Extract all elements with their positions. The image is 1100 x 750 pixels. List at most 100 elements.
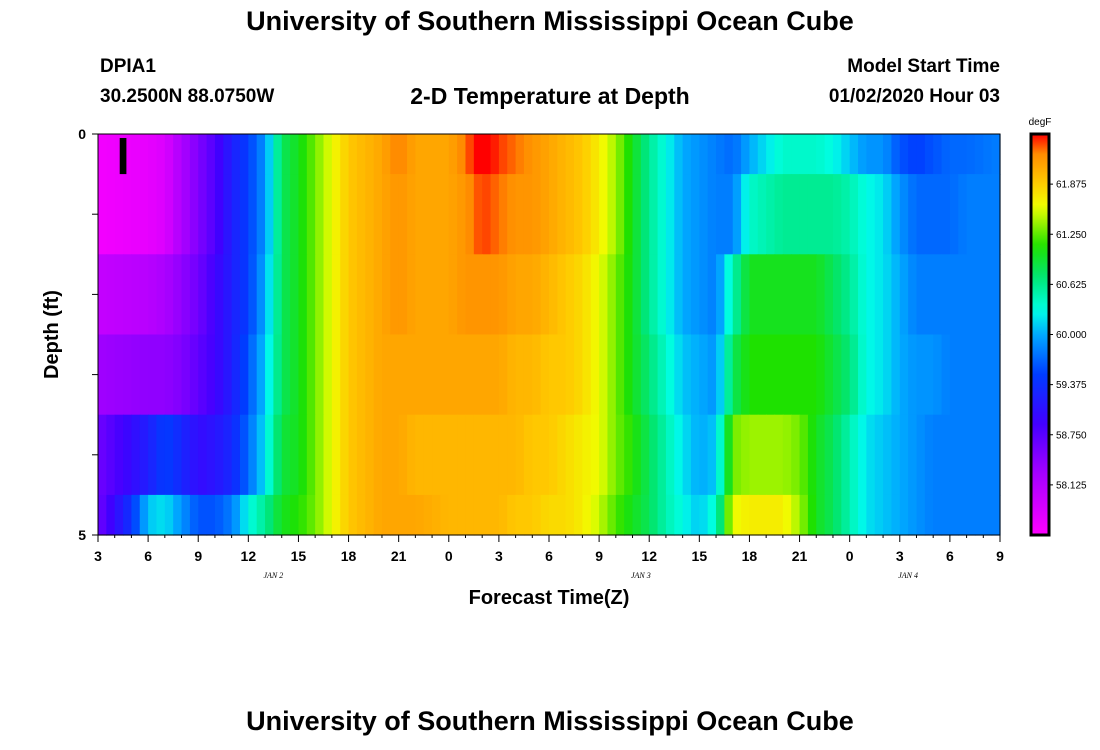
heatmap-cell	[365, 134, 375, 175]
heatmap-cell	[766, 254, 776, 336]
heatmap-cell	[690, 494, 700, 536]
heatmap-cell	[640, 334, 650, 416]
heatmap-cell	[640, 254, 650, 336]
heatmap-cell	[415, 334, 425, 416]
heatmap-cell	[181, 174, 191, 255]
heatmap-cell	[490, 174, 500, 255]
heatmap-cell	[465, 174, 475, 255]
heatmap-cell	[557, 254, 567, 336]
station-id: DPIA1	[100, 56, 156, 77]
x-tick-label: 21	[792, 548, 808, 564]
heatmap-cell	[323, 134, 333, 175]
footer-title: University of Southern Mississippi Ocean…	[246, 706, 854, 736]
heatmap-cell	[949, 174, 959, 255]
heatmap-cell	[574, 254, 584, 336]
heatmap-cell	[749, 334, 759, 416]
heatmap-cell	[899, 494, 909, 536]
x-tick-label: 12	[641, 548, 657, 564]
heatmap-cell	[223, 494, 233, 536]
heatmap-cell	[448, 414, 458, 496]
heatmap-cell	[523, 414, 533, 496]
heatmap-cell	[916, 334, 926, 416]
heatmap-cell	[991, 254, 1001, 336]
heatmap-cell	[164, 414, 174, 496]
heatmap-cell	[832, 174, 842, 255]
x-axis: 3 6 9 12 15 18 21 0 3 6 9 12 15 18 21 0 3 6 9 JAN 2 JAN 3 JAN…	[94, 535, 1004, 580]
model-start-label: Model Start Time	[847, 56, 1000, 77]
heatmap-cell	[173, 414, 183, 496]
heatmap-cell	[933, 134, 943, 175]
heatmap-cell	[774, 254, 784, 336]
heatmap-cell	[557, 134, 567, 175]
heatmap-cell	[774, 414, 784, 496]
heatmap-cell	[916, 134, 926, 175]
heatmap-cell	[298, 414, 308, 496]
heatmap-cell	[908, 414, 918, 496]
station-location: 30.2500N 88.0750W	[100, 86, 275, 107]
heatmap-cell	[248, 254, 258, 336]
heatmap-cell	[290, 494, 300, 536]
heatmap-cell	[523, 134, 533, 175]
heatmap-cell	[189, 334, 199, 416]
heatmap-cell	[373, 494, 383, 536]
heatmap-cell	[899, 334, 909, 416]
heatmap-cell	[983, 334, 993, 416]
heatmap-cell	[365, 174, 375, 255]
heatmap-cell	[649, 254, 659, 336]
heatmap-cell	[239, 414, 249, 496]
heatmap-cell	[841, 174, 851, 255]
heatmap-cell	[782, 334, 792, 416]
heatmap-cell	[741, 134, 751, 175]
heatmap-cell	[131, 134, 141, 175]
heatmap-cell	[290, 414, 300, 496]
heatmap-cell	[874, 414, 884, 496]
heatmap-cell	[507, 494, 517, 536]
heatmap-cell	[340, 414, 350, 496]
heatmap-cell	[490, 134, 500, 175]
heatmap-cell	[716, 494, 725, 536]
heatmap-cell	[106, 494, 116, 536]
heatmap-cell	[941, 414, 951, 496]
heatmap-cell	[206, 414, 216, 496]
heatmap-cell	[482, 254, 492, 336]
heatmap-cell	[348, 174, 358, 255]
heatmap-cell	[866, 134, 876, 175]
heatmap-cell	[148, 134, 158, 175]
heatmap-cell	[607, 334, 617, 416]
heatmap-cell	[265, 494, 274, 536]
heatmap-cell	[265, 134, 274, 175]
heatmap-cell	[398, 334, 408, 416]
heatmap-cell	[866, 174, 876, 255]
heatmap-cell	[991, 174, 1001, 255]
heatmap-cell	[682, 414, 692, 496]
heatmap-cell	[949, 494, 959, 536]
heatmap-cell	[858, 134, 867, 175]
heatmap-cell	[448, 334, 458, 416]
heatmap-cell	[432, 414, 442, 496]
colorbar-tick-label: 61.250	[1056, 230, 1087, 241]
heatmap-cell	[858, 174, 867, 255]
heatmap-cell	[807, 174, 817, 255]
heatmap-cell	[958, 334, 968, 416]
heatmap-cell	[866, 414, 876, 496]
heatmap-cell	[949, 414, 959, 496]
heatmap-cell	[749, 134, 759, 175]
heatmap-cell	[807, 254, 817, 336]
heatmap-cell	[315, 494, 325, 536]
heatmap-cell	[607, 134, 617, 175]
heatmap-cell	[532, 334, 542, 416]
heatmap-cell	[899, 254, 909, 336]
heatmap-cell	[707, 494, 717, 536]
heatmap-cell	[239, 254, 249, 336]
heatmap-cell	[690, 334, 700, 416]
heatmap-cell	[782, 134, 792, 175]
heatmap-cell	[490, 334, 500, 416]
heatmap-cell	[674, 254, 684, 336]
heatmap-cell	[849, 174, 859, 255]
heatmap-cell	[716, 254, 725, 336]
heatmap-cell	[549, 254, 558, 336]
heatmap-cell	[365, 414, 375, 496]
heatmap-cell	[457, 494, 467, 536]
heatmap-cell	[298, 494, 308, 536]
heatmap-cell	[757, 254, 767, 336]
